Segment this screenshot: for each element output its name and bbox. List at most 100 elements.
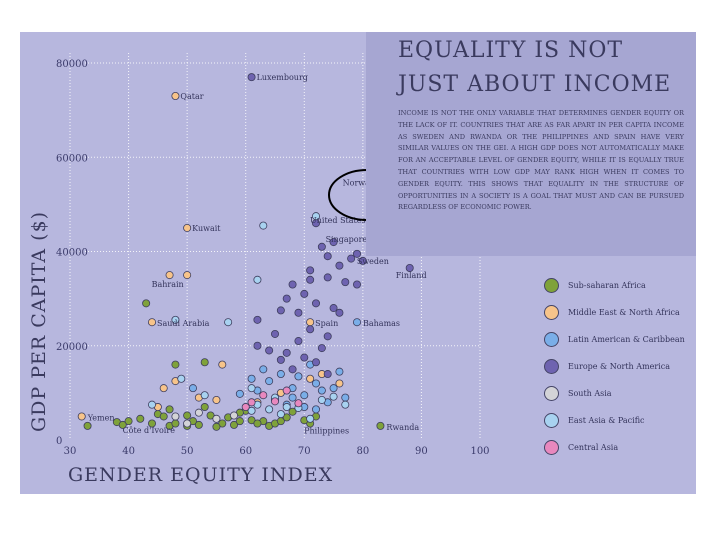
- point-label: Bahamas: [363, 319, 400, 328]
- data-point: [306, 275, 315, 284]
- data-point: [323, 370, 332, 379]
- legend-item: East Asia & Pacific: [544, 411, 645, 429]
- data-point: [294, 399, 303, 408]
- data-point: [247, 384, 256, 393]
- data-point: [294, 308, 303, 317]
- data-point: [276, 370, 285, 379]
- data-point: [171, 91, 180, 100]
- data-point: [335, 367, 344, 376]
- data-point: [317, 242, 326, 251]
- legend-item: Central Asia: [544, 438, 618, 456]
- legend-swatch: [544, 304, 559, 320]
- data-point: [276, 410, 285, 419]
- data-point: [376, 421, 385, 430]
- y-tick-label: 40000: [56, 248, 88, 259]
- data-point: [335, 261, 344, 270]
- data-point: [329, 384, 338, 393]
- data-point: [253, 275, 262, 284]
- data-point: [183, 223, 192, 232]
- data-point: [311, 405, 320, 414]
- data-point: [306, 266, 315, 275]
- data-point: [311, 212, 320, 221]
- data-point: [147, 318, 156, 327]
- data-point: [358, 256, 367, 265]
- data-point: [352, 318, 361, 327]
- data-point: [171, 315, 180, 324]
- data-point: [300, 289, 309, 298]
- data-point: [194, 420, 203, 429]
- legend-swatch: [544, 358, 559, 374]
- x-tick-label: 90: [415, 446, 428, 457]
- data-point: [171, 412, 180, 421]
- point-label: Côte d'Ivoire: [123, 426, 176, 435]
- data-point: [270, 329, 279, 338]
- data-point: [311, 299, 320, 308]
- data-point: [323, 332, 332, 341]
- data-point: [265, 405, 274, 414]
- x-tick-label: 50: [181, 446, 194, 457]
- point-label: Norway: [343, 178, 375, 187]
- data-point: [335, 308, 344, 317]
- legend-swatch: [544, 385, 559, 401]
- y-tick-label: 60000: [56, 153, 88, 164]
- x-tick-label: 80: [356, 446, 369, 457]
- data-point: [294, 372, 303, 381]
- point-label: Rwanda: [386, 423, 419, 432]
- data-point: [124, 417, 133, 426]
- data-point: [352, 249, 361, 258]
- point-label: Yemen: [87, 413, 115, 422]
- data-point: [253, 419, 262, 428]
- text-panel: [366, 32, 696, 256]
- data-point: [171, 360, 180, 369]
- data-point: [83, 421, 92, 430]
- data-point: [282, 386, 291, 395]
- data-point: [183, 271, 192, 280]
- legend-label: Latin American & Caribbean: [568, 334, 685, 344]
- y-tick-label: 80000: [56, 59, 88, 70]
- data-point: [253, 341, 262, 350]
- legend-item: South Asia: [544, 384, 612, 402]
- data-point: [147, 419, 156, 428]
- x-tick-label: 70: [298, 446, 311, 457]
- data-point: [212, 414, 221, 423]
- data-point: [294, 337, 303, 346]
- data-point: [241, 403, 250, 412]
- data-point: [200, 403, 209, 412]
- legend-item: Europe & North America: [544, 357, 670, 375]
- legend-swatch: [544, 277, 559, 293]
- y-tick-label: 20000: [56, 342, 88, 353]
- data-point: [288, 407, 297, 416]
- data-point: [159, 384, 168, 393]
- data-point: [329, 238, 338, 247]
- data-point: [282, 403, 291, 412]
- x-tick-label: 100: [470, 446, 489, 457]
- data-point: [335, 379, 344, 388]
- data-point: [259, 221, 268, 230]
- data-point: [341, 393, 350, 402]
- point-label: Singapore: [326, 235, 368, 244]
- data-point: [142, 299, 151, 308]
- data-point: [329, 392, 338, 401]
- data-point: [183, 419, 192, 428]
- legend-label: Europe & North America: [568, 361, 670, 371]
- point-label: Finland: [396, 271, 427, 280]
- legend-item: Sub-saharan Africa: [544, 276, 646, 294]
- x-tick-label: 40: [122, 446, 135, 457]
- data-point: [118, 420, 127, 429]
- y-axis-title: GDP PER CAPITA ($): [28, 211, 50, 432]
- data-point: [136, 414, 145, 423]
- legend-item: Latin American & Caribbean: [544, 330, 685, 348]
- data-point: [235, 389, 244, 398]
- data-point: [347, 254, 356, 263]
- data-point: [341, 400, 350, 409]
- legend-label: Middle East & North Africa: [568, 307, 680, 317]
- data-point: [300, 391, 309, 400]
- data-point: [288, 365, 297, 374]
- chart-description: Income is not the only variable that det…: [398, 109, 684, 212]
- data-point: [265, 377, 274, 386]
- point-label: Spain: [315, 319, 338, 328]
- data-point: [341, 278, 350, 287]
- data-point: [352, 280, 361, 289]
- data-point: [276, 306, 285, 315]
- data-point: [247, 374, 256, 383]
